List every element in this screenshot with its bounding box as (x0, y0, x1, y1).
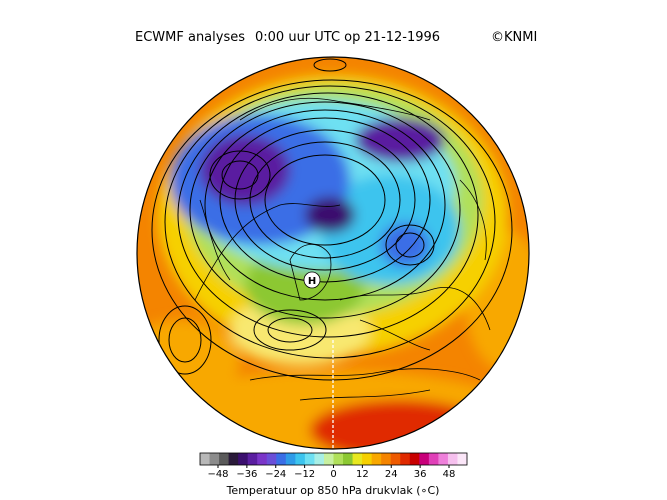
scandinavia-blue (380, 223, 430, 267)
colorbar-tick-label: 48 (443, 469, 456, 480)
colorbar-swatch (323, 453, 334, 465)
colorbar-swatch (238, 453, 249, 465)
colorbar-swatch (428, 453, 439, 465)
cold-pool-center (305, 197, 355, 233)
colorbar-tick-label: 12 (356, 469, 369, 480)
colorbar-swatch (295, 453, 306, 465)
colorbar-tick-label: −12 (294, 469, 315, 480)
colorbar-swatch (314, 453, 325, 465)
colorbar-tick-label: 36 (414, 469, 427, 480)
colorbar-swatch (362, 453, 373, 465)
coastlines (194, 97, 491, 401)
temperature-field (137, 57, 529, 449)
colorbar-swatch (352, 453, 363, 465)
datetime-title: 0:00 uur UTC op 21-12-1996 (255, 30, 441, 45)
colorbar-tick-label: 24 (385, 469, 398, 480)
sahara-warm (310, 400, 490, 449)
colorbar-swatch (333, 453, 344, 465)
pacific-warm (137, 320, 240, 400)
high-pressure-label: H (308, 276, 316, 287)
colorbar-swatch (257, 453, 268, 465)
colorbar: −48 −36 −24 −12 0 12 24 36 48 (199, 452, 468, 480)
colorbar-swatch (247, 453, 258, 465)
colorbar-swatch (419, 453, 430, 465)
colorbar-swatch (266, 453, 277, 465)
colorbar-swatch (304, 453, 315, 465)
colorbar-swatch (457, 453, 468, 465)
colorbar-tick-label: 0 (330, 469, 336, 480)
colorbar-swatch (285, 453, 296, 465)
colorbar-swatch (438, 453, 449, 465)
colorbar-swatch (228, 453, 239, 465)
colorbar-swatch (276, 453, 287, 465)
colorbar-tick-label: −36 (236, 469, 257, 480)
colorbar-tick-label: −48 (207, 469, 228, 480)
high-pressure-marker: H (303, 271, 321, 289)
colorbar-swatch (409, 453, 420, 465)
colorbar-swatch (209, 453, 220, 465)
globe-outline (136, 56, 530, 450)
colorbar-swatch (447, 453, 458, 465)
title-bar: ECWMF analyses 0:00 uur UTC op 21-12-199… (0, 30, 667, 48)
colorbar-swatch (371, 453, 382, 465)
colorbar-swatch (400, 453, 411, 465)
colorbar-title: Temperatuur op 850 hPa drukvlak (∘C) (226, 484, 440, 497)
colorbar-tick-label: −24 (265, 469, 286, 480)
colorbar-swatch (200, 453, 211, 465)
colorbar-swatch (343, 453, 354, 465)
geopotential-contours (151, 58, 513, 381)
source-title: ECWMF analyses (135, 30, 245, 45)
cold-pool-east (355, 118, 445, 162)
credit-title: ©KNMI (491, 30, 538, 45)
colorbar-swatch (219, 453, 230, 465)
colorbar-swatch (381, 453, 392, 465)
colorbar-swatch (390, 453, 401, 465)
